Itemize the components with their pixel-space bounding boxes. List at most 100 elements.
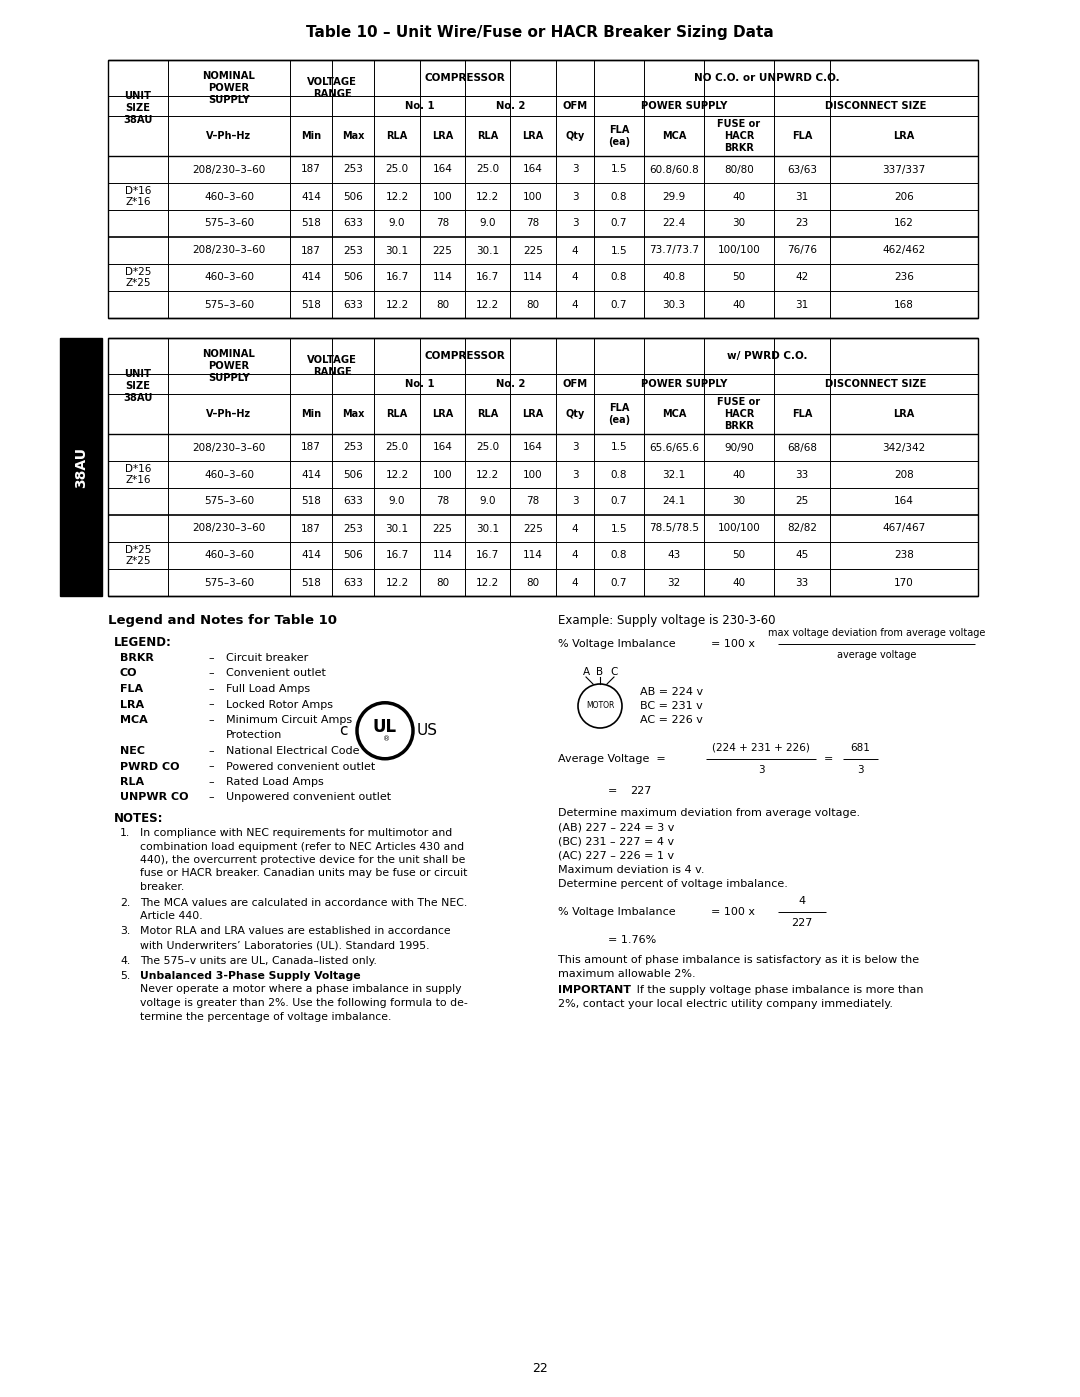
Text: BC = 231 v: BC = 231 v [640, 701, 703, 711]
Text: :  If the supply voltage phase imbalance is more than: : If the supply voltage phase imbalance … [626, 985, 923, 995]
Text: 187: 187 [301, 443, 321, 453]
Text: 206: 206 [894, 191, 914, 201]
Text: 633: 633 [343, 577, 363, 588]
Text: 681: 681 [851, 743, 870, 753]
Text: 25.0: 25.0 [476, 443, 499, 453]
Text: National Electrical Code: National Electrical Code [226, 746, 360, 756]
Text: 30.1: 30.1 [476, 524, 499, 534]
Text: 414: 414 [301, 469, 321, 479]
Text: 73.7/73.7: 73.7/73.7 [649, 246, 699, 256]
Text: Max: Max [341, 409, 364, 419]
Text: = 1.76%: = 1.76% [608, 935, 657, 944]
Text: Qty: Qty [565, 409, 584, 419]
Text: 33: 33 [795, 469, 809, 479]
Text: 414: 414 [301, 191, 321, 201]
Text: 162: 162 [894, 218, 914, 229]
Text: 164: 164 [894, 496, 914, 507]
Text: 575–3–60: 575–3–60 [204, 218, 254, 229]
Text: 0.8: 0.8 [611, 550, 627, 560]
Text: 460–3–60: 460–3–60 [204, 550, 254, 560]
Text: 460–3–60: 460–3–60 [204, 191, 254, 201]
Text: Minimum Circuit Amps: Minimum Circuit Amps [226, 715, 352, 725]
Text: MOTOR: MOTOR [585, 701, 615, 711]
Text: DISCONNECT SIZE: DISCONNECT SIZE [825, 379, 927, 388]
Text: Max: Max [341, 131, 364, 141]
Text: 518: 518 [301, 218, 321, 229]
Text: 29.9: 29.9 [662, 191, 686, 201]
Text: 80: 80 [436, 577, 449, 588]
Text: VOLTAGE
RANGE: VOLTAGE RANGE [307, 77, 356, 99]
Text: 3: 3 [758, 766, 765, 775]
Text: PWRD CO: PWRD CO [120, 761, 179, 771]
Text: 506: 506 [343, 272, 363, 282]
Text: –: – [208, 761, 214, 771]
Text: 462/462: 462/462 [882, 246, 926, 256]
Text: with Underwriters’ Laboratories (UL). Standard 1995.: with Underwriters’ Laboratories (UL). St… [140, 940, 430, 950]
Text: 225: 225 [523, 524, 543, 534]
Text: –: – [208, 792, 214, 802]
Text: 3: 3 [858, 766, 864, 775]
Text: 16.7: 16.7 [476, 272, 499, 282]
Text: fuse or HACR breaker. Canadian units may be fuse or circuit: fuse or HACR breaker. Canadian units may… [140, 869, 468, 879]
Text: 0.8: 0.8 [611, 272, 627, 282]
Text: 40: 40 [732, 299, 745, 310]
Text: D*16
Z*16: D*16 Z*16 [125, 186, 151, 207]
Text: UNIT
SIZE
38AU: UNIT SIZE 38AU [123, 369, 152, 402]
Text: Example: Supply voltage is 230-3-60: Example: Supply voltage is 230-3-60 [558, 615, 775, 627]
Text: 30.1: 30.1 [476, 246, 499, 256]
Text: 0.7: 0.7 [611, 496, 627, 507]
Text: 12.2: 12.2 [386, 299, 408, 310]
Text: 1.5: 1.5 [610, 443, 627, 453]
Text: FLA: FLA [120, 685, 144, 694]
Text: 100/100: 100/100 [717, 246, 760, 256]
Text: D*16
Z*16: D*16 Z*16 [125, 464, 151, 485]
Text: 78.5/78.5: 78.5/78.5 [649, 524, 699, 534]
Text: 506: 506 [343, 550, 363, 560]
Text: 208/230–3–60: 208/230–3–60 [192, 443, 266, 453]
Text: OFM: OFM [563, 101, 588, 110]
Text: (BC) 231 – 227 = 4 v: (BC) 231 – 227 = 4 v [558, 837, 674, 847]
Text: 168: 168 [894, 299, 914, 310]
Text: 114: 114 [433, 550, 453, 560]
Text: 9.0: 9.0 [389, 496, 405, 507]
Text: 43: 43 [667, 550, 680, 560]
Text: COMPRESSOR: COMPRESSOR [424, 73, 505, 82]
Text: LRA: LRA [523, 131, 543, 141]
Text: 575–3–60: 575–3–60 [204, 577, 254, 588]
Text: No. 2: No. 2 [496, 101, 525, 110]
Text: 253: 253 [343, 165, 363, 175]
Text: Never operate a motor where a phase imbalance in supply: Never operate a motor where a phase imba… [140, 985, 461, 995]
Text: 82/82: 82/82 [787, 524, 816, 534]
Text: FUSE or
HACR
BRKR: FUSE or HACR BRKR [717, 119, 760, 152]
Text: 253: 253 [343, 246, 363, 256]
Bar [108, 338, 978, 597]
Bar [108, 60, 978, 319]
Text: NO C.O. or UNPWRD C.O.: NO C.O. or UNPWRD C.O. [694, 73, 840, 82]
Text: (AB) 227 – 224 = 3 v: (AB) 227 – 224 = 3 v [558, 823, 674, 833]
Text: MCA: MCA [662, 409, 686, 419]
Text: Min: Min [301, 131, 321, 141]
Text: 25.0: 25.0 [386, 165, 408, 175]
Text: 80: 80 [526, 577, 540, 588]
Text: –: – [208, 746, 214, 756]
Text: D*25
Z*25: D*25 Z*25 [125, 545, 151, 566]
Text: BRKR: BRKR [120, 652, 153, 664]
Text: COMPRESSOR: COMPRESSOR [424, 351, 505, 360]
Text: 78: 78 [526, 218, 540, 229]
Text: Qty: Qty [565, 131, 584, 141]
Text: % Voltage Imbalance: % Voltage Imbalance [558, 907, 676, 916]
Text: ®: ® [383, 736, 391, 743]
Text: 467/467: 467/467 [882, 524, 926, 534]
Text: Protection: Protection [226, 731, 282, 740]
Text: 440), the overcurrent protective device for the unit shall be: 440), the overcurrent protective device … [140, 855, 465, 865]
Text: 100/100: 100/100 [717, 524, 760, 534]
Text: 30.1: 30.1 [386, 524, 408, 534]
Text: 227: 227 [630, 787, 651, 796]
Text: 3.: 3. [120, 926, 131, 936]
Text: OFM: OFM [563, 379, 588, 388]
Text: 4: 4 [571, 550, 578, 560]
Text: 238: 238 [894, 550, 914, 560]
Text: 208/230–3–60: 208/230–3–60 [192, 246, 266, 256]
Text: 4: 4 [571, 577, 578, 588]
Text: 633: 633 [343, 299, 363, 310]
